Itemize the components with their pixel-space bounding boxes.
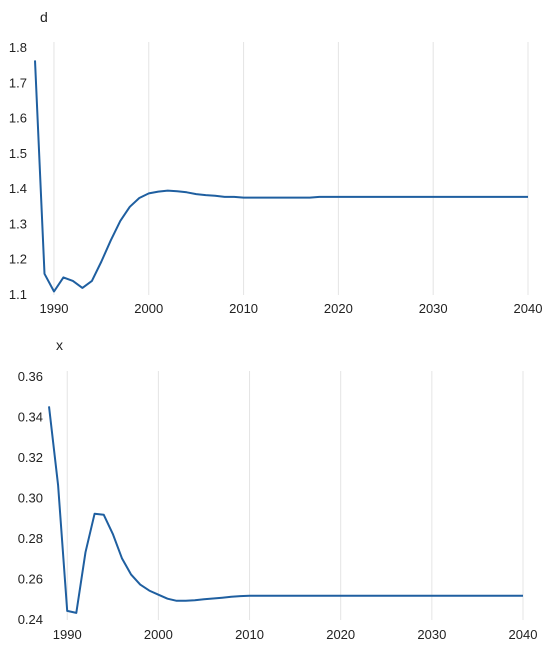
- y-tick-label: 1.7: [9, 75, 27, 90]
- x-tick-label: 2030: [419, 301, 448, 316]
- y-tick-label: 1.4: [9, 181, 27, 196]
- x-tick-label: 2000: [144, 627, 173, 642]
- y-tick-label: 0.26: [18, 572, 43, 587]
- x-tick-label: 2000: [134, 301, 163, 316]
- x-tick-label: 2020: [326, 627, 355, 642]
- y-tick-label: 1.2: [9, 252, 27, 267]
- y-tick-label: 1.5: [9, 146, 27, 161]
- chart-d: d 1990 2000 2010 2020 2030 2040 1.1 1.2 1.3 1.4 1.…: [9, 9, 543, 316]
- x-tick-label: 2010: [229, 301, 258, 316]
- y-tick-label: 0.34: [18, 410, 43, 425]
- y-tick-label: 0.32: [18, 450, 43, 465]
- x-tick-label: 1990: [53, 627, 82, 642]
- series-line-x: [48, 406, 523, 614]
- x-tick-label: 2040: [509, 627, 538, 642]
- x-tick-label: 2010: [235, 627, 264, 642]
- y-tick-label: 1.3: [9, 216, 27, 231]
- x-tick-label: 1990: [40, 301, 69, 316]
- y-tick-label: 0.36: [18, 369, 43, 384]
- chart-x: x 1990 2000 2010 2020 2030 2040 0.24 0.26 0.28 0.…: [18, 337, 538, 642]
- y-axis-label-d: d: [40, 9, 48, 25]
- y-tick-label: 1.8: [9, 40, 27, 55]
- y-tick-label: 1.1: [9, 287, 27, 302]
- x-tick-label: 2020: [324, 301, 353, 316]
- x-tick-label: 2030: [417, 627, 446, 642]
- y-axis-label-x: x: [56, 337, 63, 353]
- x-tick-label: 2040: [514, 301, 543, 316]
- y-tick-label: 0.24: [18, 612, 43, 627]
- y-tick-label: 0.30: [18, 491, 43, 506]
- y-tick-label: 1.6: [9, 111, 27, 126]
- y-tick-label: 0.28: [18, 531, 43, 546]
- series-line-d: [34, 60, 528, 293]
